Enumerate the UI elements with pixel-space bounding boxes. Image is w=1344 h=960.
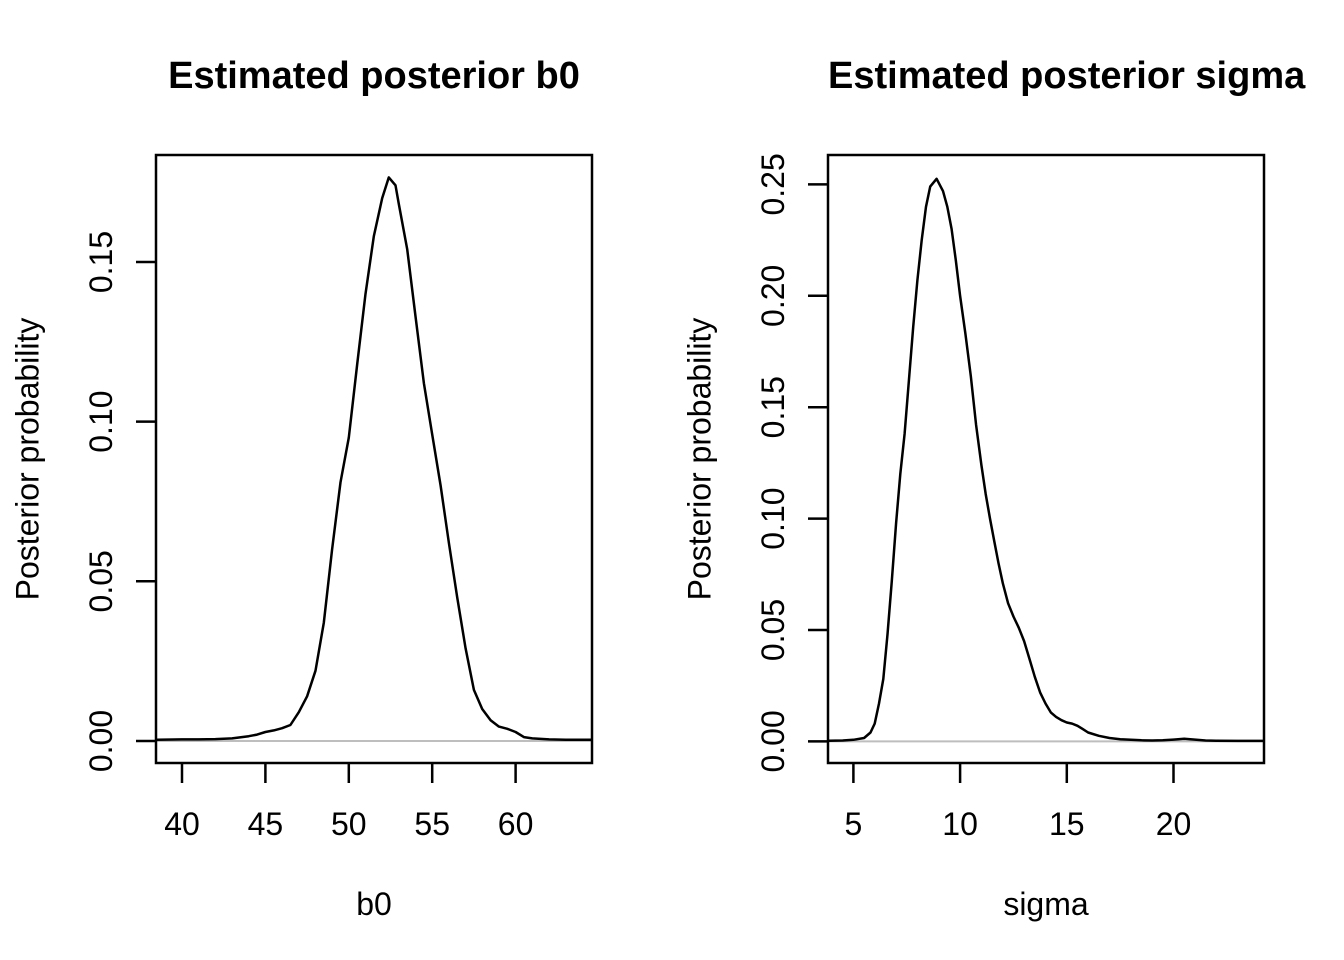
y-axis-label-sigma: Posterior probability [681, 317, 718, 601]
y-tick-label: 0.15 [755, 376, 791, 438]
density-plot-sigma: 5 10 15 20 0.00 0.05 0.10 0.15 0.20 0.25 Estimate… [672, 0, 1344, 960]
density-curve [155, 176, 593, 741]
y-tick-label: 0.00 [83, 710, 119, 772]
y-tick-label: 0.10 [755, 487, 791, 549]
x-tick-label: 10 [942, 806, 978, 842]
x-tick-label: 15 [1049, 806, 1085, 842]
y-tick-label: 0.10 [83, 390, 119, 452]
x-axis-label-b0: b0 [356, 886, 392, 922]
density-plot-b0: 40 45 50 55 60 0.00 0.05 0.10 0.15 Estimated pos… [9, 55, 594, 922]
x-tick-label: 60 [498, 806, 534, 842]
plot-box [826, 153, 1266, 765]
x-axis-label-sigma: sigma [1003, 886, 1089, 922]
y-axis-label-b0: Posterior probability [9, 317, 46, 601]
y-tick-label: 0.15 [83, 231, 119, 293]
x-tick-label: 20 [1156, 806, 1192, 842]
y-tick-label: 0.20 [755, 265, 791, 327]
density-plot-b0-canvas: 40 45 50 55 60 0.00 0.05 0.10 0.15 [83, 153, 594, 842]
y-tick-label: 0.05 [755, 599, 791, 661]
density-plot-sigma-canvas: 5 10 15 20 0.00 0.05 0.10 0.15 0.20 0.25 [755, 153, 1266, 842]
density-curve [827, 177, 1265, 743]
x-tick-label: 45 [248, 806, 284, 842]
plot-box [154, 153, 594, 765]
plot-title-b0: Estimated posterior b0 [168, 55, 580, 97]
x-tick-label: 55 [414, 806, 450, 842]
plot-title-sigma: Estimated posterior sigma [828, 55, 1306, 97]
y-tick-label: 0.25 [755, 153, 791, 215]
x-tick-label: 50 [331, 806, 367, 842]
y-tick-label: 0.05 [83, 550, 119, 612]
x-tick-label: 40 [164, 806, 200, 842]
x-tick-label: 5 [845, 806, 863, 842]
y-tick-label: 0.00 [755, 710, 791, 772]
